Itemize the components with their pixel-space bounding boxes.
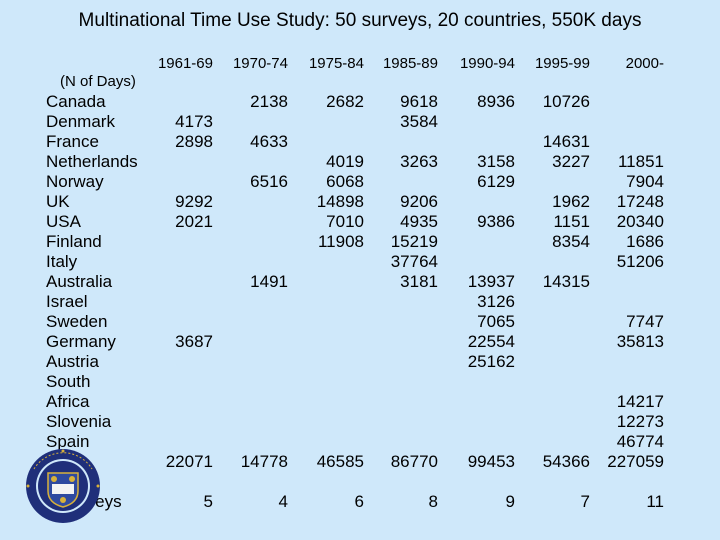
table-cell: 6129 — [477, 172, 515, 191]
column-header: 1985-89 — [382, 55, 438, 72]
table-cell: 2898 — [175, 132, 213, 151]
table-cell: 54366 — [542, 452, 590, 471]
table-cell: 12273 — [616, 412, 664, 431]
table-cell: 6 — [354, 492, 364, 511]
table-cell: 6068 — [326, 172, 364, 191]
table-cell: 13937 — [467, 272, 515, 291]
column-header: 1995-99 — [534, 55, 590, 72]
table-cell: 5 — [203, 492, 213, 511]
table-cell: 7 — [580, 492, 590, 511]
row-label: Norway — [46, 172, 104, 191]
table-cell: 7010 — [326, 212, 364, 231]
table-cell: 9206 — [400, 192, 438, 211]
table-cell: 2021 — [175, 212, 213, 231]
table-cell: 4019 — [326, 152, 364, 171]
column-header: 2000- — [625, 55, 664, 72]
row-label: Slovenia — [46, 412, 112, 431]
row-label: South — [46, 372, 91, 391]
table-cell: 4633 — [250, 132, 288, 151]
table-cell: 37764 — [390, 252, 438, 271]
table-cell: 9 — [505, 492, 515, 511]
table-cell: 3126 — [477, 292, 515, 311]
table-cell: 1491 — [250, 272, 288, 291]
table-cell: 1686 — [626, 232, 664, 251]
row-label: Sweden — [46, 312, 108, 331]
row-label: Netherlands — [46, 152, 138, 171]
table-cell: 35813 — [616, 332, 664, 351]
table-cell: 46774 — [616, 432, 664, 451]
table-cell: 15219 — [390, 232, 438, 251]
table-cell: 6516 — [250, 172, 288, 191]
table-cell: 9618 — [400, 92, 438, 111]
row-label: Africa — [46, 392, 90, 411]
column-header: 1990-94 — [459, 55, 515, 72]
table-cell: 22071 — [165, 452, 213, 471]
table-cell: 22554 — [467, 332, 515, 351]
row-header-label: (N of Days) — [60, 73, 136, 90]
table-cell: 11851 — [617, 152, 664, 171]
table-cell: 11908 — [317, 232, 364, 251]
table-cell: 17248 — [616, 192, 664, 211]
row-label: Italy — [46, 252, 78, 271]
column-header: 1975-84 — [308, 55, 364, 72]
table-cell: 3181 — [400, 272, 438, 291]
table-cell: 11 — [646, 492, 664, 511]
row-label: Austria — [46, 352, 99, 371]
table-cell: 1962 — [552, 192, 590, 211]
table-cell: 1151 — [553, 212, 590, 231]
table-cell: 4935 — [400, 212, 438, 231]
table-cell: 3158 — [477, 152, 515, 171]
table-cell: 20340 — [616, 212, 664, 231]
table-cell: 8936 — [477, 92, 515, 111]
table-cell: 46585 — [316, 452, 364, 471]
table-cell: 14898 — [316, 192, 364, 211]
table-cell: 8354 — [552, 232, 590, 251]
table-cell: 25162 — [467, 352, 515, 371]
slide-title: Multinational Time Use Study: 50 surveys… — [78, 10, 642, 31]
table-cell: 227059 — [607, 452, 664, 471]
table-cell: 99453 — [467, 452, 515, 471]
table-cell: 9386 — [477, 212, 515, 231]
table-cell: 3227 — [552, 152, 590, 171]
row-label: Denmark — [46, 112, 115, 131]
table-cell: 14631 — [542, 132, 590, 151]
row-label: Finland — [46, 232, 102, 251]
row-label: Spain — [46, 432, 90, 451]
table-cell: 4173 — [175, 112, 213, 131]
row-label: France — [46, 132, 99, 151]
table-cell: 86770 — [390, 452, 438, 471]
row-label: Canada — [46, 92, 106, 111]
row-label: Israel — [46, 292, 88, 311]
table-cell: 9292 — [175, 192, 213, 211]
table-cell: 7065 — [477, 312, 515, 331]
table-cell: 2682 — [326, 92, 364, 111]
table-cell: 4 — [278, 492, 288, 511]
table-cell: 3584 — [400, 112, 438, 131]
table-cell: 14217 — [616, 392, 664, 411]
row-label: UK — [46, 192, 70, 211]
table-cell: 14778 — [240, 452, 288, 471]
table-cell: 8 — [428, 492, 438, 511]
column-header: 1970-74 — [232, 55, 288, 72]
table-cell: 2138 — [250, 92, 288, 111]
column-header: 1961-69 — [157, 55, 213, 72]
row-label: USA — [46, 212, 81, 231]
table-cell: 51206 — [616, 252, 664, 271]
table-cell: 7747 — [626, 312, 664, 331]
row-label: Germany — [46, 332, 116, 351]
table-cell: 3687 — [175, 332, 213, 351]
table-cell: 3263 — [400, 152, 438, 171]
table-cell: 7904 — [626, 172, 664, 191]
table-cell: 14315 — [542, 272, 590, 291]
row-label: Australia — [46, 272, 113, 291]
university-crest-icon — [24, 447, 102, 525]
table-cell: 10726 — [542, 92, 590, 111]
